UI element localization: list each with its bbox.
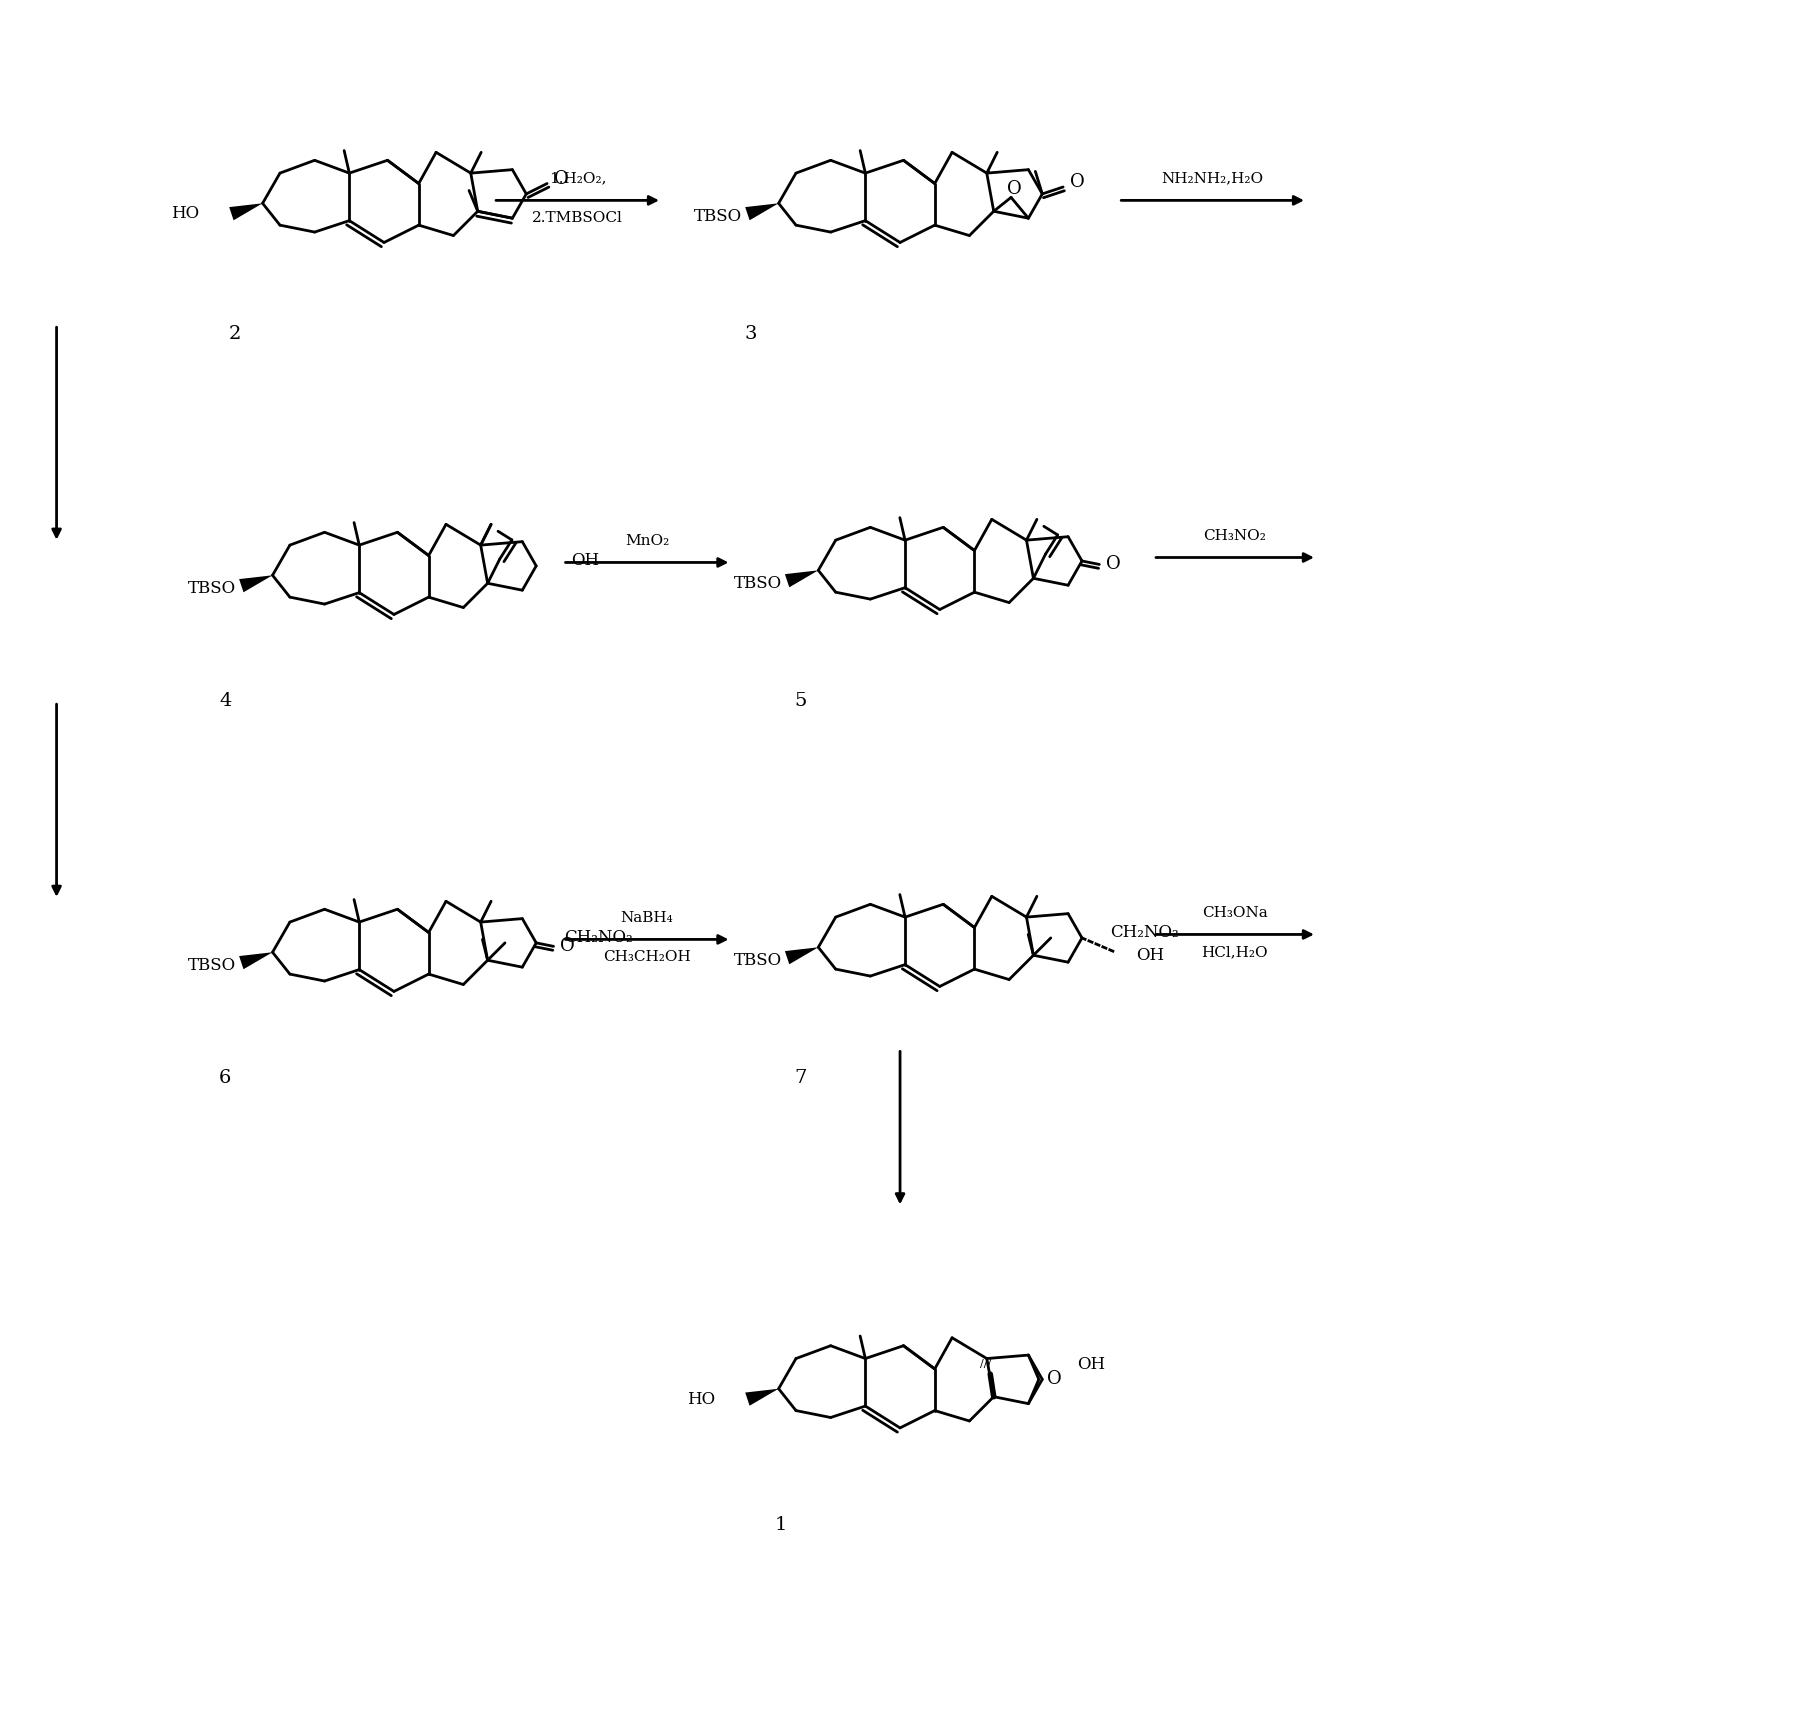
Text: MnO₂: MnO₂ xyxy=(625,534,669,548)
Text: CH₃NO₂: CH₃NO₂ xyxy=(1204,529,1267,543)
Text: OH: OH xyxy=(571,553,598,569)
Polygon shape xyxy=(239,952,272,969)
Text: 4: 4 xyxy=(219,692,232,711)
Polygon shape xyxy=(239,576,272,593)
Text: TBSO: TBSO xyxy=(189,957,236,975)
Text: NH₂NH₂,H₂O: NH₂NH₂,H₂O xyxy=(1162,172,1264,186)
Text: 2.TMBSOCl: 2.TMBSOCl xyxy=(531,212,624,225)
Text: NaBH₄: NaBH₄ xyxy=(620,910,673,924)
Text: TBSO: TBSO xyxy=(189,581,236,596)
Text: CH₃ONa: CH₃ONa xyxy=(1202,905,1267,919)
Text: HO: HO xyxy=(172,205,199,222)
Text: CH₃CH₂OH: CH₃CH₂OH xyxy=(604,950,691,964)
Text: OH: OH xyxy=(1077,1356,1106,1373)
Text: O: O xyxy=(1006,180,1021,198)
Text: OH: OH xyxy=(1137,947,1164,964)
Polygon shape xyxy=(228,203,263,220)
Text: O: O xyxy=(1106,555,1120,574)
Polygon shape xyxy=(745,1389,778,1406)
Text: 5: 5 xyxy=(794,692,807,711)
Text: O: O xyxy=(1046,1370,1061,1389)
Text: 1: 1 xyxy=(774,1516,787,1533)
Text: CH₂NO₂: CH₂NO₂ xyxy=(564,929,633,947)
Text: ∕∕∕: ∕∕∕ xyxy=(979,1359,992,1370)
Text: O: O xyxy=(560,938,575,955)
Text: 2: 2 xyxy=(228,326,241,343)
Text: 1.H₂O₂,: 1.H₂O₂, xyxy=(549,172,606,186)
Text: HO: HO xyxy=(687,1391,716,1408)
Text: O: O xyxy=(553,170,567,187)
Polygon shape xyxy=(745,203,778,220)
Polygon shape xyxy=(785,947,818,964)
Text: 6: 6 xyxy=(219,1070,232,1087)
Text: 7: 7 xyxy=(794,1070,807,1087)
Text: CH₂NO₂: CH₂NO₂ xyxy=(1110,924,1178,942)
Text: O: O xyxy=(1070,173,1084,191)
Text: TBSO: TBSO xyxy=(694,208,743,225)
Text: TBSO: TBSO xyxy=(734,952,781,969)
Polygon shape xyxy=(785,570,818,588)
Text: 3: 3 xyxy=(745,326,758,343)
Text: HCl,H₂O: HCl,H₂O xyxy=(1202,945,1269,959)
Text: TBSO: TBSO xyxy=(734,576,781,593)
